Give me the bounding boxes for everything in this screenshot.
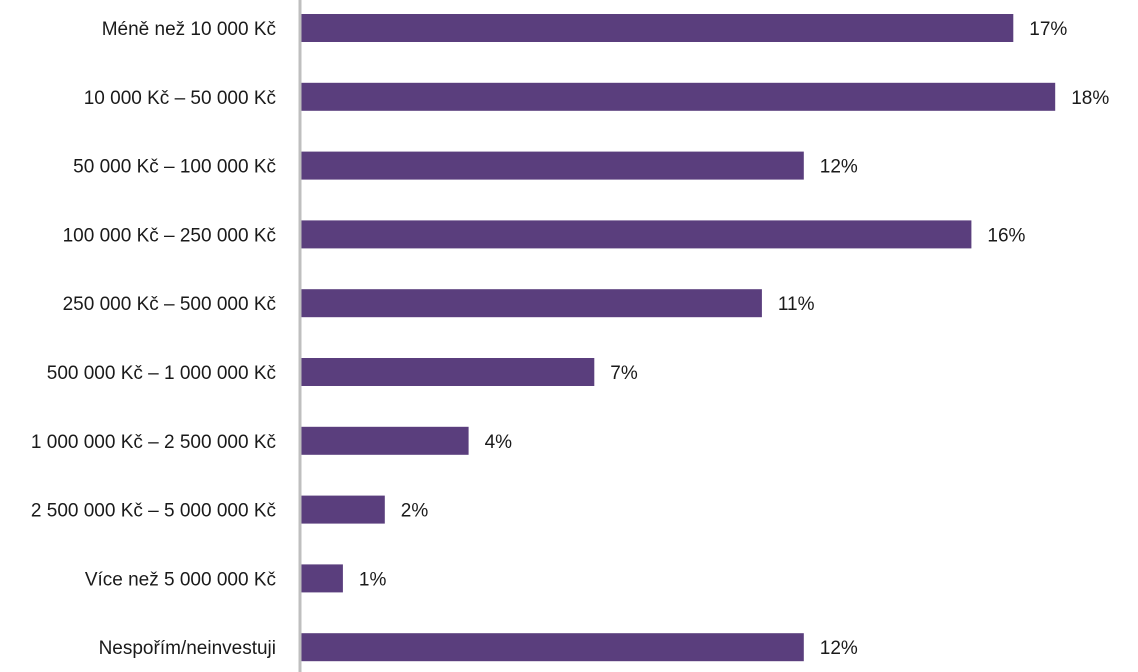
category-label: 500 000 Kč – 1 000 000 Kč [47, 363, 276, 384]
category-labels: Méně než 10 000 Kč 10 000 Kč – 50 000 Kč 5… [31, 19, 276, 659]
value-label: 17% [1029, 19, 1067, 40]
bar [301, 82, 1056, 111]
value-label: 11% [778, 294, 815, 315]
bar [301, 564, 343, 593]
value-label: 1% [359, 569, 387, 590]
category-label: 100 000 Kč – 250 000 Kč [63, 225, 276, 246]
value-label: 12% [820, 157, 858, 178]
bars-layer [301, 14, 1056, 662]
value-label: 7% [610, 363, 638, 384]
category-label: 10 000 Kč – 50 000 Kč [84, 88, 276, 109]
value-label: 16% [987, 225, 1025, 246]
category-label: 250 000 Kč – 500 000 Kč [63, 294, 276, 315]
category-label: 1 000 000 Kč – 2 500 000 Kč [31, 432, 276, 453]
bar [301, 151, 804, 180]
bar [301, 289, 762, 318]
value-labels: 17% 18% 12% 16% 11% 7% 4% 2% 1% 12% [359, 19, 1109, 659]
bar [301, 220, 972, 249]
bar [301, 495, 385, 524]
category-label: 50 000 Kč – 100 000 Kč [73, 157, 276, 178]
category-label: Nespořím/neinvestuji [99, 638, 276, 659]
value-label: 2% [401, 501, 429, 522]
value-label: 12% [820, 638, 858, 659]
bar [301, 14, 1014, 42]
value-label: 4% [485, 432, 513, 453]
bar [301, 358, 595, 386]
bar [301, 426, 469, 455]
value-label: 18% [1071, 88, 1109, 109]
category-label: 2 500 000 Kč – 5 000 000 Kč [31, 501, 276, 522]
bar [301, 633, 804, 662]
category-label: Více než 5 000 000 Kč [85, 569, 276, 590]
category-label: Méně než 10 000 Kč [102, 19, 276, 40]
